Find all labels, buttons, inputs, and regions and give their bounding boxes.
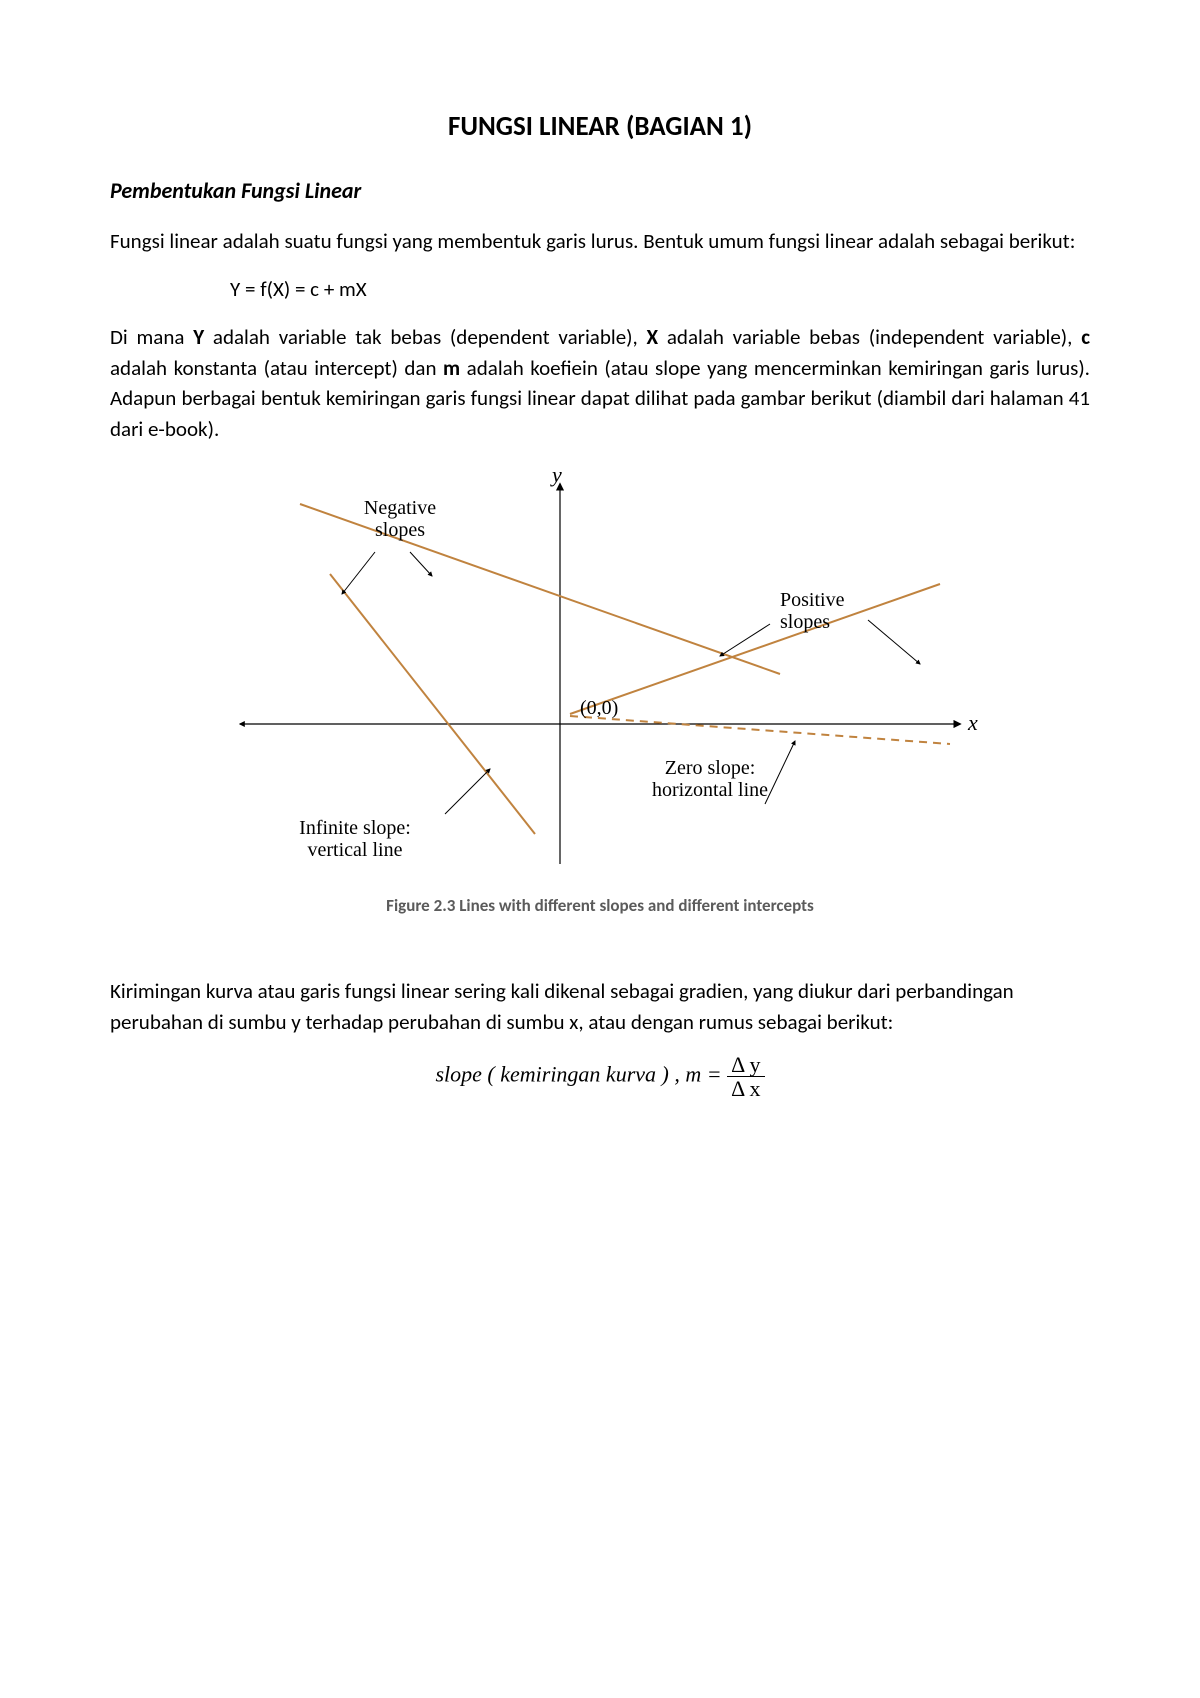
var-x: X: [647, 324, 659, 350]
text-fragment: Di mana: [110, 324, 193, 350]
var-c: c: [1081, 324, 1090, 350]
x-axis-label: x: [967, 710, 978, 735]
slopes-diagram: (0,0) x y Negativeslopes Positiveslopes …: [220, 464, 980, 884]
formula-general-linear: Y = f(X) = c + mX: [110, 276, 1090, 302]
origin-label: (0,0): [580, 697, 618, 719]
label-infinite-slope: Infinite slope:vertical line: [299, 817, 411, 861]
formula-slope: slope ( kemiringan kurva ) , m = Δ y Δ x: [110, 1053, 1090, 1100]
paragraph-gradient: Kirimingan kurva atau garis fungsi linea…: [110, 976, 1090, 1037]
text-fragment: adalah konstanta (atau intercept) dan: [110, 355, 443, 381]
figure-slopes: (0,0) x y Negativeslopes Positiveslopes …: [110, 464, 1090, 916]
var-y: Y: [193, 324, 204, 350]
text-fragment: adalah variable tak bebas (dependent var…: [204, 324, 646, 350]
section-subheading: Pembentukan Fungsi Linear: [110, 177, 1090, 204]
negative-slope-line-2: [330, 574, 535, 834]
pointer-positive-a: [868, 620, 920, 664]
var-m: m: [443, 355, 460, 381]
document-page: FUNGSI LINEAR (BAGIAN 1) Pembentukan Fun…: [0, 0, 1200, 1698]
formula-slope-denominator: Δ x: [727, 1077, 764, 1100]
positive-slope-dashed-line: [570, 716, 950, 744]
label-zero-slope: Zero slope:horizontal line: [652, 757, 768, 801]
negative-slope-line-1: [300, 504, 780, 674]
label-negative-slopes: Negativeslopes: [364, 497, 436, 541]
formula-slope-numerator: Δ y: [727, 1053, 764, 1077]
text-fragment: adalah variable bebas (independent varia…: [658, 324, 1081, 350]
pointer-negative-b: [410, 552, 432, 576]
label-positive-slopes: Positiveslopes: [780, 589, 845, 633]
figure-caption: Figure 2.3 Lines with different slopes a…: [110, 895, 1090, 916]
pointer-zero: [765, 741, 795, 804]
paragraph-explanation: Di mana Y adalah variable tak bebas (dep…: [110, 322, 1090, 444]
pointer-negative-a: [342, 552, 375, 594]
pointer-positive-b: [720, 624, 770, 656]
pointer-infinite: [445, 769, 490, 814]
formula-slope-fraction: Δ y Δ x: [727, 1053, 764, 1100]
formula-slope-lhs: slope ( kemiringan kurva ) , m =: [435, 1062, 721, 1087]
y-axis-label: y: [550, 464, 562, 487]
positive-slope-line-1: [570, 584, 940, 714]
paragraph-intro: Fungsi linear adalah suatu fungsi yang m…: [110, 226, 1090, 256]
page-title: FUNGSI LINEAR (BAGIAN 1): [110, 110, 1090, 143]
